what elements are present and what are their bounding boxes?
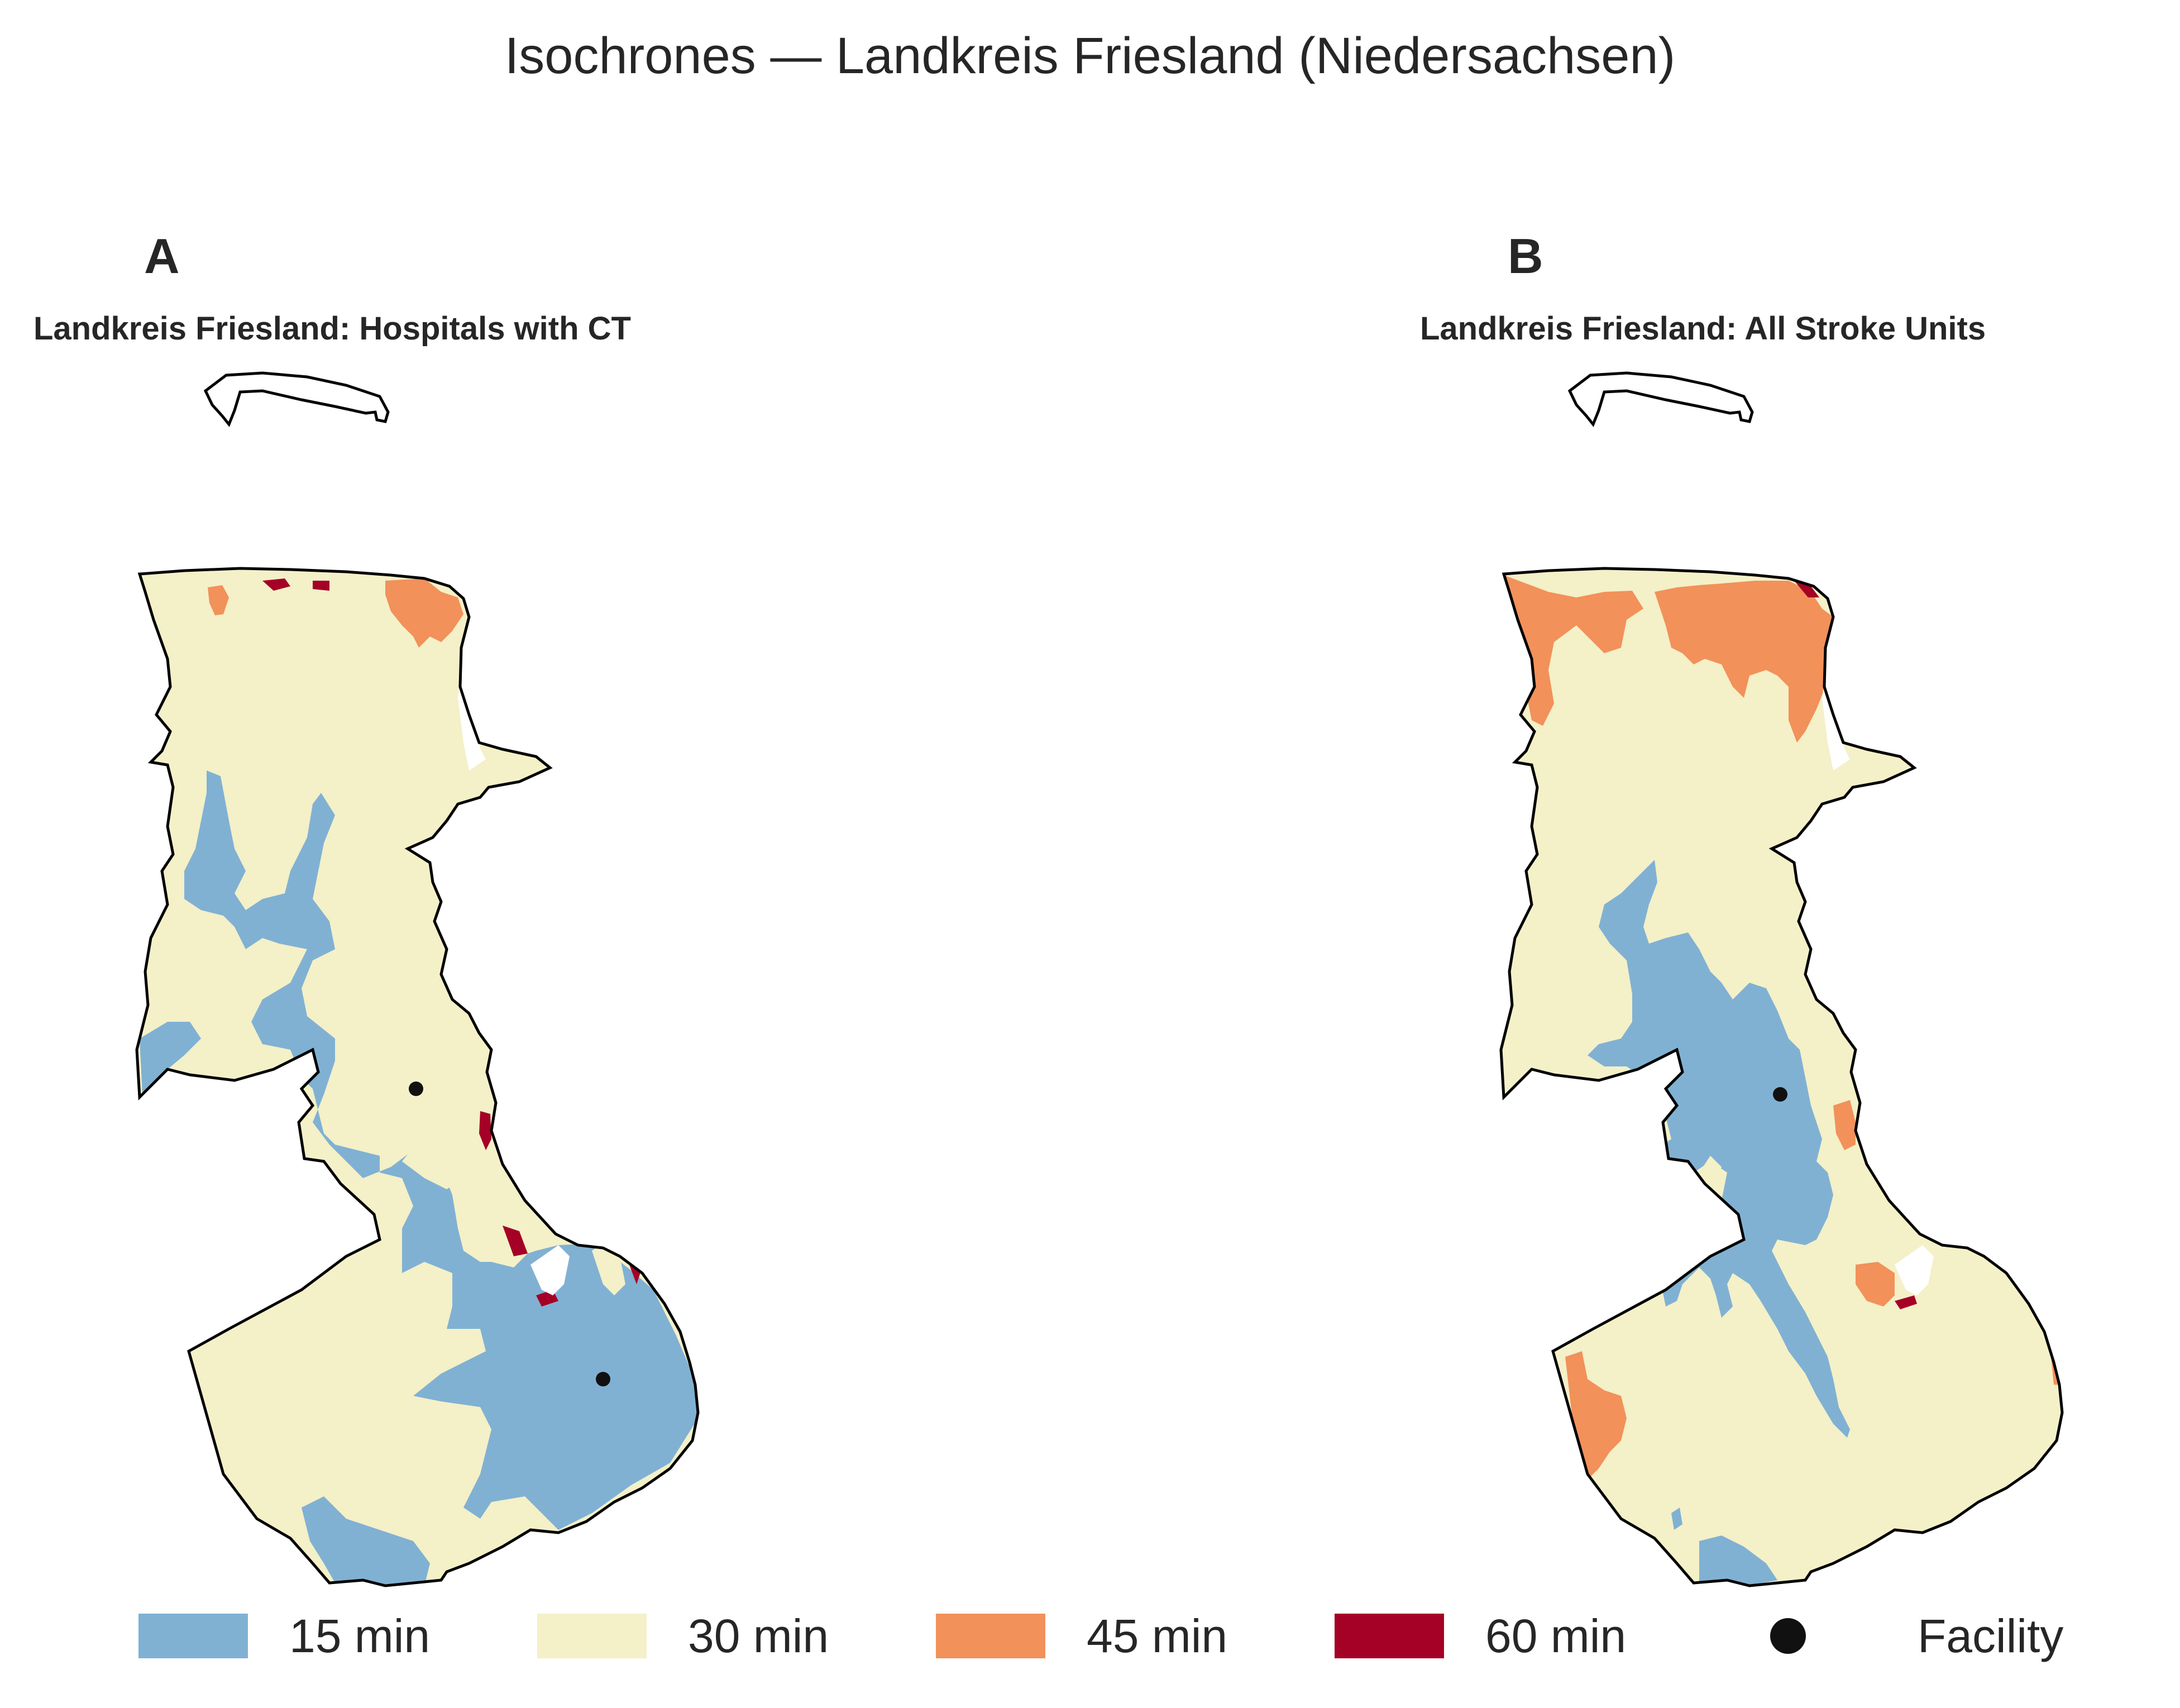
zone-45min-north bbox=[1504, 575, 1643, 726]
legend: 15 min 30 min 45 min 60 min Facility bbox=[0, 1602, 2180, 1669]
legend-facility-dot bbox=[1770, 1618, 1806, 1654]
zone-45min-north bbox=[1655, 581, 1833, 743]
zone-15min-south bbox=[302, 1496, 430, 1586]
zone-60min bbox=[1895, 1295, 1917, 1309]
legend-label-30min: 30 min bbox=[688, 1609, 829, 1662]
legend-label-15min: 15 min bbox=[289, 1609, 431, 1662]
panel-a-letter: A bbox=[144, 228, 180, 284]
panel-b-letter: B bbox=[1508, 228, 1543, 284]
zone-45min-small bbox=[208, 585, 229, 615]
zone-60min bbox=[1794, 581, 1819, 597]
legend-item-15min: 15 min bbox=[138, 1602, 430, 1669]
panel-b-map bbox=[1501, 373, 2062, 1586]
legend-label-45min: 45 min bbox=[1087, 1609, 1228, 1662]
zone-15min bbox=[184, 771, 698, 1530]
figure-title: Isochrones — Landkreis Friesland (Nieder… bbox=[504, 27, 1676, 84]
zone-60min bbox=[503, 1226, 528, 1256]
panel-a-map bbox=[137, 373, 698, 1586]
legend-item-45min: 45 min bbox=[936, 1602, 1227, 1669]
facility-marker bbox=[596, 1372, 610, 1386]
panel-b-title: Landkreis Friesland: All Stroke Units bbox=[1420, 310, 1986, 347]
facility-marker bbox=[409, 1082, 423, 1096]
legend-swatch-45min bbox=[936, 1614, 1045, 1658]
island-boundary bbox=[205, 373, 388, 424]
zone-45min bbox=[1833, 1100, 1856, 1150]
zone-15min-west bbox=[140, 1022, 201, 1094]
legend-label-facility: Facility bbox=[1918, 1609, 2064, 1662]
legend-swatch-15min bbox=[138, 1614, 248, 1658]
zone-60min bbox=[313, 581, 329, 591]
zone-15min bbox=[1588, 860, 1850, 1438]
zone-15min-south bbox=[1699, 1535, 1777, 1586]
panel-a-title: Landkreis Friesland: Hospitals with CT bbox=[34, 310, 631, 347]
zone-30min-inner bbox=[402, 1133, 463, 1189]
zone-60min bbox=[262, 578, 290, 591]
water-inlet bbox=[530, 1245, 570, 1295]
zone-45min bbox=[385, 578, 463, 648]
zone-45min bbox=[1856, 1262, 1895, 1307]
facility-marker bbox=[1773, 1087, 1787, 1102]
zone-15min-south bbox=[1671, 1508, 1682, 1530]
water-inlet bbox=[1895, 1245, 1934, 1295]
island-boundary bbox=[1570, 373, 1752, 424]
legend-item-facility: Facility bbox=[1733, 1602, 2063, 1669]
legend-swatch-30min bbox=[537, 1614, 647, 1658]
legend-swatch-60min bbox=[1335, 1614, 1444, 1658]
legend-label-60min: 60 min bbox=[1485, 1609, 1627, 1662]
zone-60min bbox=[479, 1111, 491, 1150]
legend-item-60min: 60 min bbox=[1335, 1602, 1626, 1669]
legend-item-30min: 30 min bbox=[537, 1602, 829, 1669]
